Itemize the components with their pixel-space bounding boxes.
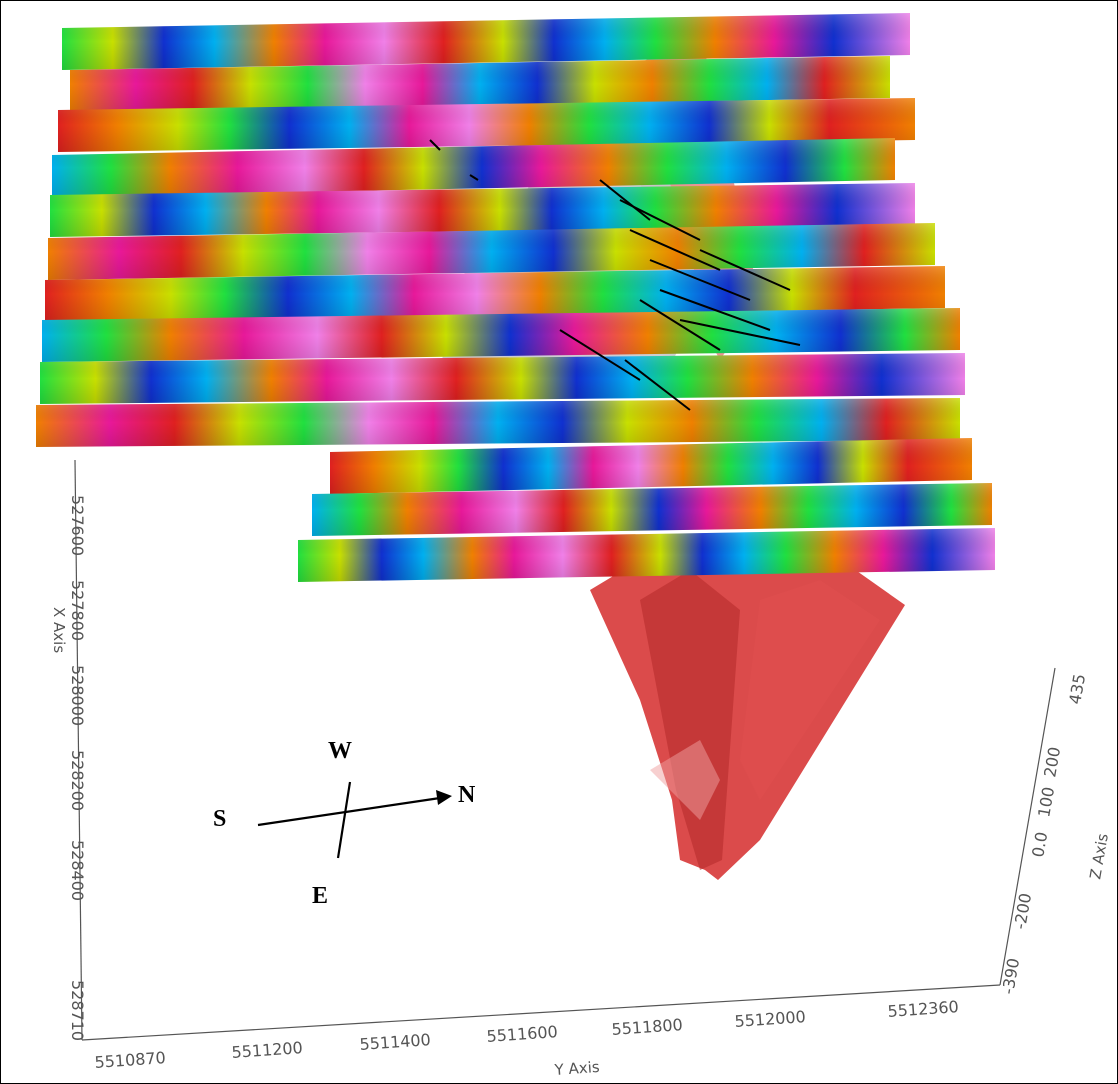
- z-tick: 435: [1065, 672, 1089, 705]
- section-slice-shade: [70, 56, 890, 112]
- compass-rose: W S N E: [213, 738, 476, 909]
- z-tick: 200: [1040, 745, 1064, 778]
- section-slice-shade: [58, 98, 915, 152]
- x-axis-line: [74, 459, 83, 1041]
- z-tick: 0.0: [1028, 830, 1051, 858]
- z-axis-ticks: -390 -200 0.0 100 200 435 Z Axis: [998, 672, 1112, 995]
- compass-south: S: [213, 806, 226, 832]
- y-tick: 5511600: [486, 1022, 558, 1046]
- drillhole-trace: [599, 179, 651, 221]
- section-slice-shade: [42, 308, 960, 362]
- drillhole-trace: [619, 199, 701, 241]
- section-slice-shade: [312, 483, 992, 536]
- y-axis-line: [81, 984, 1001, 1041]
- compass-west: W: [328, 738, 352, 764]
- y-tick: 5512360: [887, 997, 959, 1021]
- section-slice-shade: [45, 266, 945, 322]
- section-slice-shade: [62, 13, 910, 70]
- x-tick: 528400: [68, 840, 87, 901]
- z-tick: 100: [1034, 785, 1058, 818]
- x-tick: 527600: [68, 495, 87, 556]
- section-slice-shade: [50, 183, 915, 237]
- x-axis-ticks: 527600 527800 528000 528200 528400 52871…: [50, 495, 87, 1041]
- section-slice-shade: [298, 528, 995, 582]
- z-tick: -200: [1010, 892, 1035, 931]
- section-slice-shade: [40, 353, 965, 404]
- section-slice-shade: [48, 223, 935, 280]
- drillhole-trace: [639, 299, 721, 351]
- drillhole-trace: [469, 174, 479, 181]
- x-tick: 528710: [68, 980, 87, 1041]
- section-slice-shade: [52, 138, 895, 197]
- y-axis-label: Y Axis: [553, 1058, 600, 1079]
- z-axis-label: Z Axis: [1086, 832, 1112, 881]
- section-slice-shade: [330, 438, 972, 494]
- z-tick: -390: [998, 957, 1023, 996]
- drillhole-traces: [429, 139, 801, 411]
- drillhole-trace: [659, 289, 771, 331]
- y-tick: 5512000: [734, 1007, 806, 1031]
- drillhole-trace: [699, 249, 791, 291]
- south-north-arrow: [257, 796, 441, 827]
- z-axis-line: [999, 667, 1056, 986]
- x-tick: 528000: [68, 665, 87, 726]
- north-arrowhead-icon: [436, 790, 452, 805]
- x-tick: 527800: [68, 580, 87, 641]
- y-axis-ticks: 5510870 5511200 5511400 5511600 5511800 …: [94, 997, 959, 1079]
- compass-north: N: [458, 782, 476, 808]
- drillhole-trace: [629, 229, 721, 271]
- west-east-line: [336, 781, 352, 859]
- compass-east: E: [312, 883, 328, 909]
- drillhole-trace: [624, 359, 691, 411]
- y-tick: 5511800: [611, 1015, 683, 1039]
- drillhole-trace: [559, 329, 641, 381]
- section-slice-shade: [36, 398, 960, 447]
- y-tick: 5511200: [231, 1038, 303, 1062]
- axis-frame: [74, 459, 1056, 1041]
- x-axis-label: X Axis: [50, 607, 68, 653]
- drillhole-trace: [429, 139, 441, 151]
- section-slices: [36, 13, 995, 582]
- x-tick: 528200: [68, 750, 87, 811]
- y-tick: 5511400: [359, 1030, 431, 1054]
- y-tick: 5510870: [94, 1048, 166, 1072]
- drillhole-trace: [679, 319, 801, 346]
- drillhole-trace: [649, 259, 751, 301]
